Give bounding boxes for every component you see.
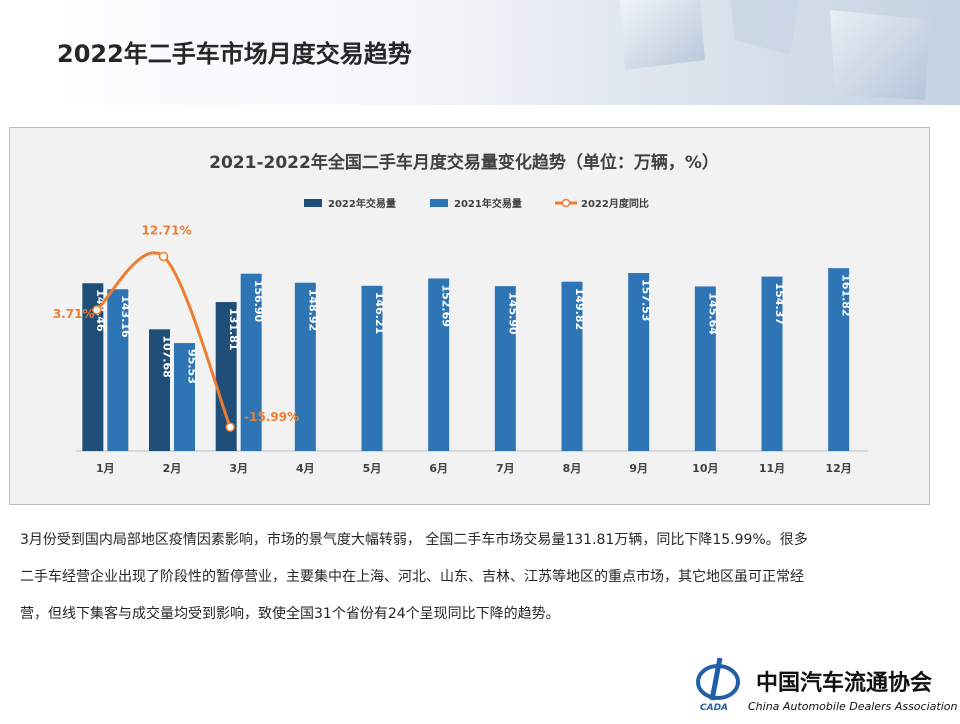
x-tick-label: 1月 (96, 462, 115, 475)
body-line: 二手车经营企业出现了阶段性的暂停营业，主要集中在上海、河北、山东、吉林、江苏等地… (20, 569, 804, 585)
bar-value-label: 148.92 (306, 289, 319, 331)
logo-english: China Automobile Dealers Association (748, 700, 957, 713)
logo-name: 中国汽车流通协会 (756, 670, 932, 696)
bar-value-label: 154.37 (773, 283, 786, 325)
slide-title: 2022年二手车市场月度交易趋势 (57, 40, 412, 68)
bar-value-label: 156.90 (252, 280, 265, 323)
bar (82, 283, 104, 451)
x-tick-label: 11月 (759, 462, 785, 475)
body-text: 3月份受到国内局部地区疫情因素影响，市场的景气度大幅转弱， 全国二手车市场交易量… (20, 522, 940, 633)
bar (494, 286, 516, 451)
bar (149, 329, 170, 451)
legend-swatch (304, 199, 322, 207)
bar (174, 343, 195, 451)
logo-abbr: CADA (700, 703, 728, 713)
chart-title: 2021-2022年全国二手车月度交易量变化趋势（单位：万辆，%） (209, 152, 719, 173)
trend-value-label: 3.71% (53, 307, 95, 321)
legend-marker (561, 198, 571, 208)
bar (761, 276, 783, 451)
bar (694, 286, 716, 451)
chart: 2021-2022年全国二手车月度交易量变化趋势（单位：万辆，%） 2022年交易… (53, 152, 868, 475)
bar (240, 273, 262, 451)
x-tick-label: 4月 (296, 462, 315, 475)
bar-value-label: 152.69 (440, 284, 453, 326)
bar-value-label: 145.90 (506, 292, 519, 335)
trend-marker (225, 422, 235, 432)
trend-value-label: 12.71% (142, 223, 192, 237)
x-tick-label: 7月 (496, 462, 515, 475)
bar-value-label: 161.82 (840, 274, 853, 316)
header: 2022年二手车市场月度交易趋势 (0, 0, 960, 105)
bar-value-label: 157.53 (640, 279, 653, 321)
logo-graphic: CADA 中国汽车流通协会 China Automobile Dealers A… (696, 657, 957, 713)
chart-box: 2021-2022年全国二手车月度交易量变化趋势（单位：万辆，%） 2022年交易… (9, 127, 930, 505)
x-tick-label: 10月 (692, 462, 718, 475)
bar (215, 302, 237, 451)
header-decoration (620, 0, 930, 100)
trend-marker (158, 251, 169, 262)
x-tick-label: 5月 (363, 462, 382, 475)
x-tick-label: 8月 (563, 462, 582, 475)
logo: CADA 中国汽车流通协会 China Automobile Dealers A… (690, 650, 960, 720)
logo-icon (709, 657, 723, 701)
x-tick-label: 6月 (429, 462, 448, 475)
bar-value-label: 107.68 (161, 335, 174, 377)
bar-value-label: 146.21 (373, 292, 386, 334)
trend-value-label: -15.99% (244, 410, 299, 424)
x-tick-label: 3月 (229, 462, 248, 475)
trend-marker (92, 305, 102, 315)
bar (428, 278, 450, 451)
bar (828, 268, 850, 451)
bar-value-label: 149.82 (573, 288, 586, 330)
bar (628, 272, 650, 451)
x-tick-label: 12月 (826, 462, 852, 475)
bar-value-label: 95.53 (186, 349, 199, 384)
bar-value-label: 145.64 (706, 292, 719, 335)
bar-value-label: 131.81 (227, 308, 240, 350)
body-line: 3月份受到国内局部地区疫情因素影响，市场的景气度大幅转弱， 全国二手车市场交易量… (20, 532, 808, 548)
legend-label: 2022年交易量 (328, 197, 396, 210)
legend-swatch (430, 199, 448, 207)
bar (294, 282, 316, 451)
bar (561, 281, 583, 451)
legend-label: 2022月度同比 (581, 197, 649, 210)
legend-label: 2021年交易量 (454, 197, 522, 210)
bar-value-label: 143.16 (119, 295, 132, 338)
x-tick-label: 2月 (163, 462, 182, 475)
bar (361, 285, 383, 451)
body-line: 营，但线下集客与成交量均受到影响，致使全国31个省份有24个呈现同比下降的趋势。 (20, 606, 560, 622)
x-tick-label: 9月 (629, 462, 648, 475)
bar (107, 289, 129, 451)
